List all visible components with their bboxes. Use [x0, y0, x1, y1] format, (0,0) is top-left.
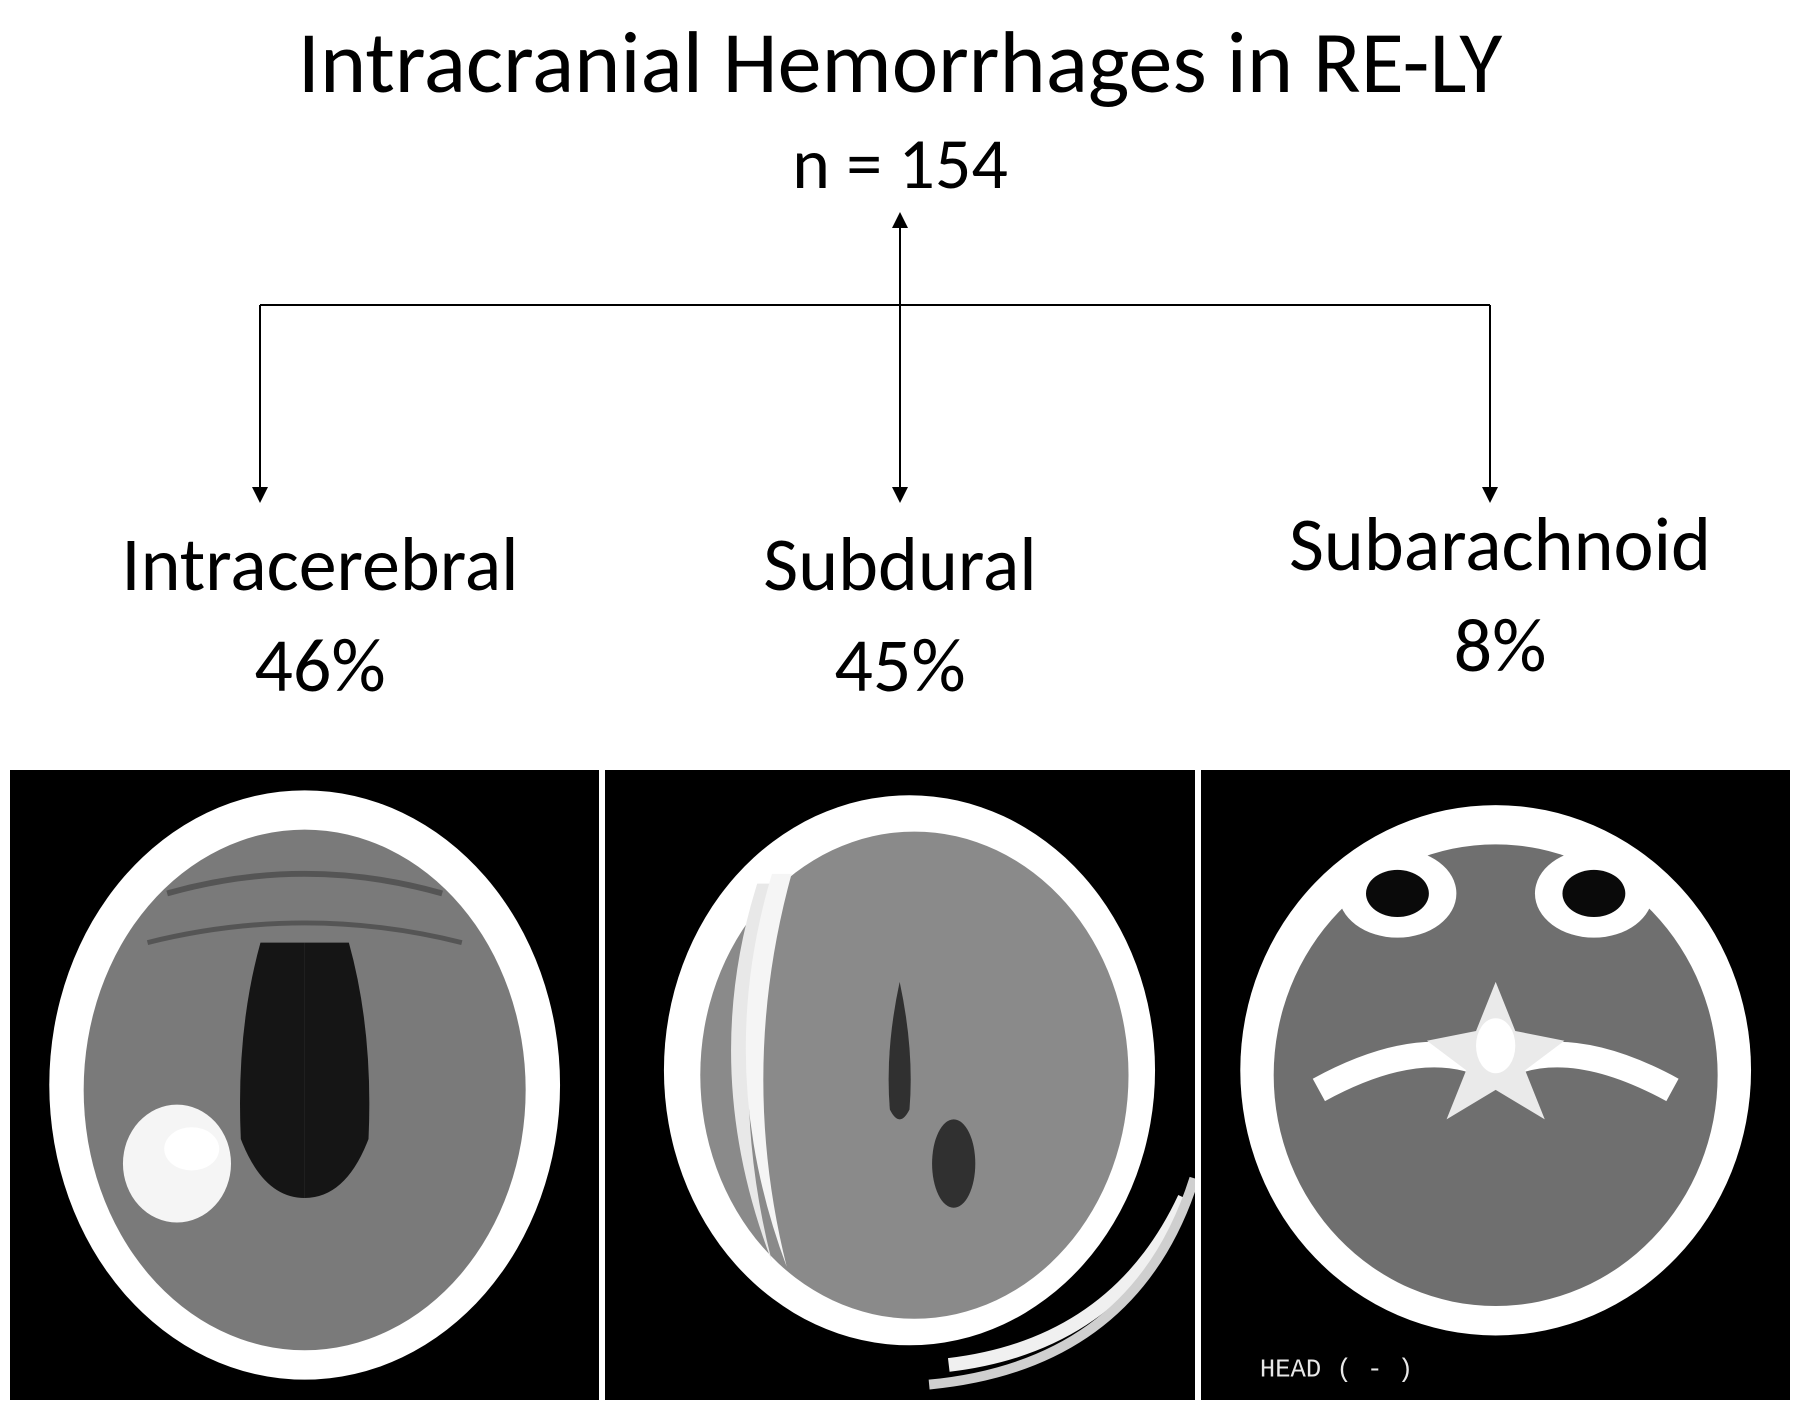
- branch-percent-0: 46%: [80, 620, 560, 712]
- ct-subdural: [605, 770, 1194, 1400]
- figure-title: Intracranial Hemorrhages in RE-LY: [0, 8, 1800, 116]
- branch-label-1: Subdural: [700, 520, 1100, 611]
- branch-percent-1: 45%: [700, 620, 1100, 712]
- branch-percent-2: 8%: [1270, 600, 1730, 692]
- ct-image-row: HEAD ( - ): [10, 770, 1790, 1400]
- branch-label-2: Subarachnoid: [1270, 500, 1730, 591]
- figure-container: Intracranial Hemorrhages in RE-LY n = 15…: [0, 0, 1800, 1415]
- ct-intracerebral: [10, 770, 599, 1400]
- figure-subtitle: n = 154: [0, 120, 1800, 208]
- tree-connector: [0, 210, 1800, 510]
- branch-label-0: Intracerebral: [80, 520, 560, 611]
- ct-subarachnoid: HEAD ( - ): [1201, 770, 1790, 1400]
- ct-footer-text: HEAD ( - ): [1260, 1356, 1413, 1385]
